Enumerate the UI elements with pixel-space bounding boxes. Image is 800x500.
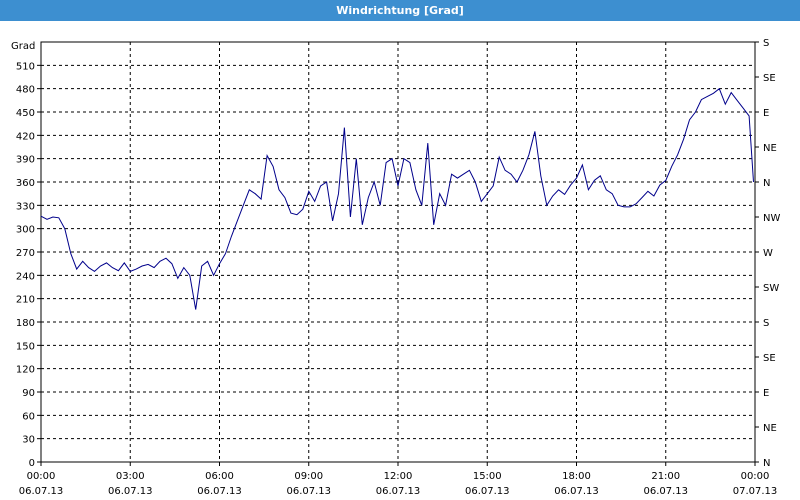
series <box>40 87 754 310</box>
y-tick-label: 0 <box>29 458 35 469</box>
x-tick-date-label: 06.07.13 <box>286 486 331 497</box>
right-tick-label: S <box>763 318 769 329</box>
right-tick-label: SE <box>763 353 776 364</box>
x-tick-date-label: 06.07.13 <box>376 486 421 497</box>
right-tick-label: N <box>763 178 770 189</box>
y-tick-label: 270 <box>16 248 35 259</box>
right-tick-label: W <box>763 248 773 259</box>
plot-frame <box>40 41 756 463</box>
right-tick-label: N <box>763 458 770 469</box>
x-tick-time-label: 00:00 <box>741 471 770 482</box>
right-tick-label: NW <box>763 213 780 224</box>
tick-labels: 0 30 60 90 120 150 180 210 240 270 300 330 360 390 420… <box>16 38 781 497</box>
x-tick-time-label: 15:00 <box>473 471 502 482</box>
grid <box>41 42 755 462</box>
y-tick-label: 300 <box>16 225 35 236</box>
x-tick-time-label: 09:00 <box>294 471 323 482</box>
x-tick-time-label: 18:00 <box>562 471 591 482</box>
x-tick-time-label: 03:00 <box>116 471 145 482</box>
right-tick-label: SE <box>763 73 776 84</box>
y-tick-label: 330 <box>16 201 35 212</box>
x-tick-date-label: 06.07.13 <box>197 486 242 497</box>
x-tick-date-label: 06.07.13 <box>19 486 64 497</box>
right-tick-label: SW <box>763 283 779 294</box>
series-line <box>40 87 754 310</box>
axes <box>37 41 759 466</box>
y-tick-label: 510 <box>16 61 35 72</box>
y-tick-label: 60 <box>22 411 35 422</box>
chart-area: Grad 0 30 60 90 120 150 180 210 240 270 300 330 360 3… <box>11 38 781 497</box>
y-axis-label: Grad <box>11 41 35 52</box>
y-tick-label: 90 <box>22 388 35 399</box>
right-tick-label: NE <box>763 423 777 434</box>
y-tick-label: 240 <box>16 271 35 282</box>
right-tick-label: NE <box>763 143 777 154</box>
y-tick-label: 210 <box>16 295 35 306</box>
x-tick-date-label: 06.07.13 <box>643 486 688 497</box>
y-tick-label: 120 <box>16 365 35 376</box>
y-tick-label: 390 <box>16 155 35 166</box>
right-tick-label: E <box>763 108 769 119</box>
chart-title: Windrichtung [Grad] <box>0 0 800 21</box>
x-tick-date-label: 06.07.13 <box>108 486 153 497</box>
right-tick-label: E <box>763 388 769 399</box>
y-tick-label: 420 <box>16 131 35 142</box>
y-tick-label: 150 <box>16 341 35 352</box>
x-tick-time-label: 12:00 <box>384 471 413 482</box>
y-tick-label: 360 <box>16 178 35 189</box>
y-tick-label: 480 <box>16 85 35 96</box>
right-tick-label: S <box>763 38 769 49</box>
x-tick-date-label: 06.07.13 <box>554 486 599 497</box>
x-tick-time-label: 06:00 <box>205 471 234 482</box>
y-tick-label: 30 <box>22 435 35 446</box>
x-tick-date-label: 06.07.13 <box>465 486 510 497</box>
x-tick-time-label: 21:00 <box>651 471 680 482</box>
y-tick-label: 180 <box>16 318 35 329</box>
x-tick-date-label: 07.07.13 <box>733 486 778 497</box>
x-tick-time-label: 00:00 <box>27 471 56 482</box>
y-tick-label: 450 <box>16 108 35 119</box>
